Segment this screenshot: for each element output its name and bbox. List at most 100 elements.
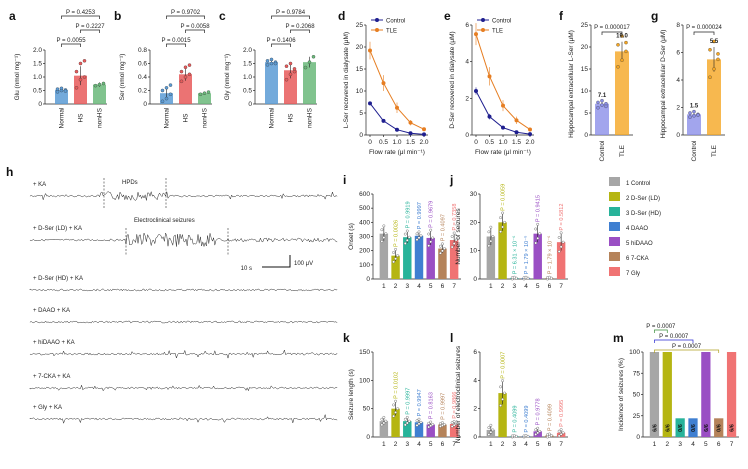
pvalue-label: P = 0.2068	[285, 24, 315, 30]
bar-normal	[265, 62, 278, 104]
trace-label: + hiDAAO + KA	[33, 340, 75, 346]
data-point	[97, 82, 102, 87]
panel-d-ytick-label: 5	[359, 110, 363, 117]
xtick-label: Normal	[164, 107, 171, 129]
panel-d-ytick-label: 10	[356, 88, 364, 95]
panel-c: c 0 0.5 1.0 1.5 2.0 Gly (nmol mg⁻¹) Normal HS non…	[219, 9, 317, 128]
legend-swatch-4	[609, 222, 620, 231]
panel-a: a 0 0.5 1.0 1.5 2.0 Glu (nmol mg⁻¹) Normal HS non…	[9, 9, 107, 128]
panel-b-letter: b	[114, 9, 121, 23]
bar-group-3	[675, 418, 685, 437]
bar-group-4	[688, 418, 698, 437]
panel-c-ytick-label: 2.0	[243, 47, 252, 54]
panel-k-ytick-label: 150	[359, 349, 370, 356]
xtick-label: 7	[730, 441, 734, 448]
eeg-trace	[29, 384, 338, 392]
panel-d: d 0 5 10 15 20 25 0 0.5 1.0 1.5 2.0 Flow rate (μl mi…	[338, 9, 429, 156]
data-point	[559, 428, 563, 432]
panel-d-xlabel: Flow rate (μl min⁻¹)	[369, 149, 425, 156]
legend-swatch-2	[609, 192, 620, 201]
data-point	[288, 72, 293, 77]
bar-count-label: 0/6	[678, 424, 684, 432]
data-point	[452, 420, 456, 423]
panel-g-ytick-label: 6	[676, 50, 680, 57]
pvalue-label: P = 0.2227	[75, 24, 105, 30]
data-point	[450, 421, 454, 425]
panel-l-ylabel: Number of electroclinical seizures	[455, 345, 462, 443]
pvalue-label: P = 0.7358	[452, 204, 458, 231]
xtick-label: 6	[548, 441, 552, 448]
data-point	[536, 431, 540, 435]
data-point	[405, 238, 409, 242]
xtick-label: 0	[368, 139, 372, 146]
panel-i-ytick-label: 600	[359, 191, 370, 198]
xtick-label: 6	[441, 441, 445, 448]
data-point	[431, 423, 435, 426]
panel-b-ytick-label: 0.2	[138, 88, 147, 95]
xtick-label: 1.5	[512, 139, 521, 146]
data-point	[712, 39, 716, 44]
legend-label-2: 2 D-Ser (LD)	[626, 196, 660, 202]
series-point-control	[381, 118, 386, 123]
data-point	[394, 247, 397, 251]
xtick-label: 1	[382, 283, 386, 290]
panel-e-letter: e	[444, 9, 451, 23]
data-point	[534, 227, 538, 231]
series-point-tle	[474, 32, 478, 37]
pvalue-label: P = 0.9997	[417, 202, 423, 229]
bar-group-1	[486, 236, 496, 279]
xtick-label: 1	[489, 283, 493, 290]
bar-tle	[615, 51, 629, 135]
data-point	[557, 236, 561, 239]
data-point	[292, 67, 297, 71]
legend-label: TLE	[492, 29, 503, 35]
legend-swatch-5	[609, 237, 620, 246]
data-point	[487, 433, 491, 436]
data-point	[380, 417, 384, 421]
panel-h: h + KA + D-Ser (LD) + KA + D-Ser (HD) + KA +…	[6, 165, 338, 425]
pvalue-label: P = 0.9415	[536, 195, 542, 222]
data-point	[382, 224, 386, 228]
panel-j: j 0 10 20 30 Number of seizures 1 2 P = 0.0059 3 P…	[449, 173, 568, 290]
series-point-tle	[395, 105, 399, 110]
xtick-label: 2.0	[525, 139, 534, 146]
pvalue-label: P = 1.79 × 10⁻⁶	[523, 236, 530, 275]
data-point	[557, 429, 561, 433]
xtick-label: nonHS	[202, 107, 209, 128]
panel-a-ylabel: Glu (nmol mg⁻¹)	[14, 54, 21, 101]
panel-f-ytick-label: 25	[581, 22, 589, 29]
seizure-label: Electroclinical seizures	[134, 218, 195, 224]
data-point	[288, 61, 293, 66]
pvalue-label: P = 0.0007	[672, 344, 702, 350]
data-point	[688, 115, 692, 119]
panel-i-ytick-label: 0	[366, 276, 370, 283]
series-point-control	[422, 132, 426, 137]
panel-c-ytick-label: 0.5	[243, 88, 252, 95]
data-point	[559, 245, 563, 249]
data-point	[382, 421, 386, 425]
data-point	[512, 434, 516, 437]
data-point	[179, 79, 184, 84]
pvalue-label: P = 0.9947	[417, 389, 423, 416]
panel-d-ytick-label: 25	[356, 22, 364, 29]
data-point	[74, 69, 79, 74]
data-point	[536, 426, 540, 430]
data-point	[557, 434, 561, 438]
pvalue-label: P = 0.0026	[394, 220, 400, 247]
data-point	[78, 77, 83, 82]
xtick-label: 4	[691, 441, 695, 448]
series-point-control	[514, 130, 519, 135]
data-point	[164, 96, 169, 101]
eeg-trace	[29, 349, 338, 360]
data-point	[183, 65, 188, 70]
data-point	[59, 86, 64, 91]
legend-label-6: 6 7-CKA	[626, 256, 649, 262]
panel-i-ytick-label: 300	[359, 234, 370, 241]
data-point	[392, 251, 395, 254]
data-point	[534, 433, 538, 436]
bar-control	[687, 114, 701, 135]
data-point	[692, 109, 696, 114]
data-point	[392, 260, 395, 264]
xtick-label: 2	[501, 441, 505, 448]
